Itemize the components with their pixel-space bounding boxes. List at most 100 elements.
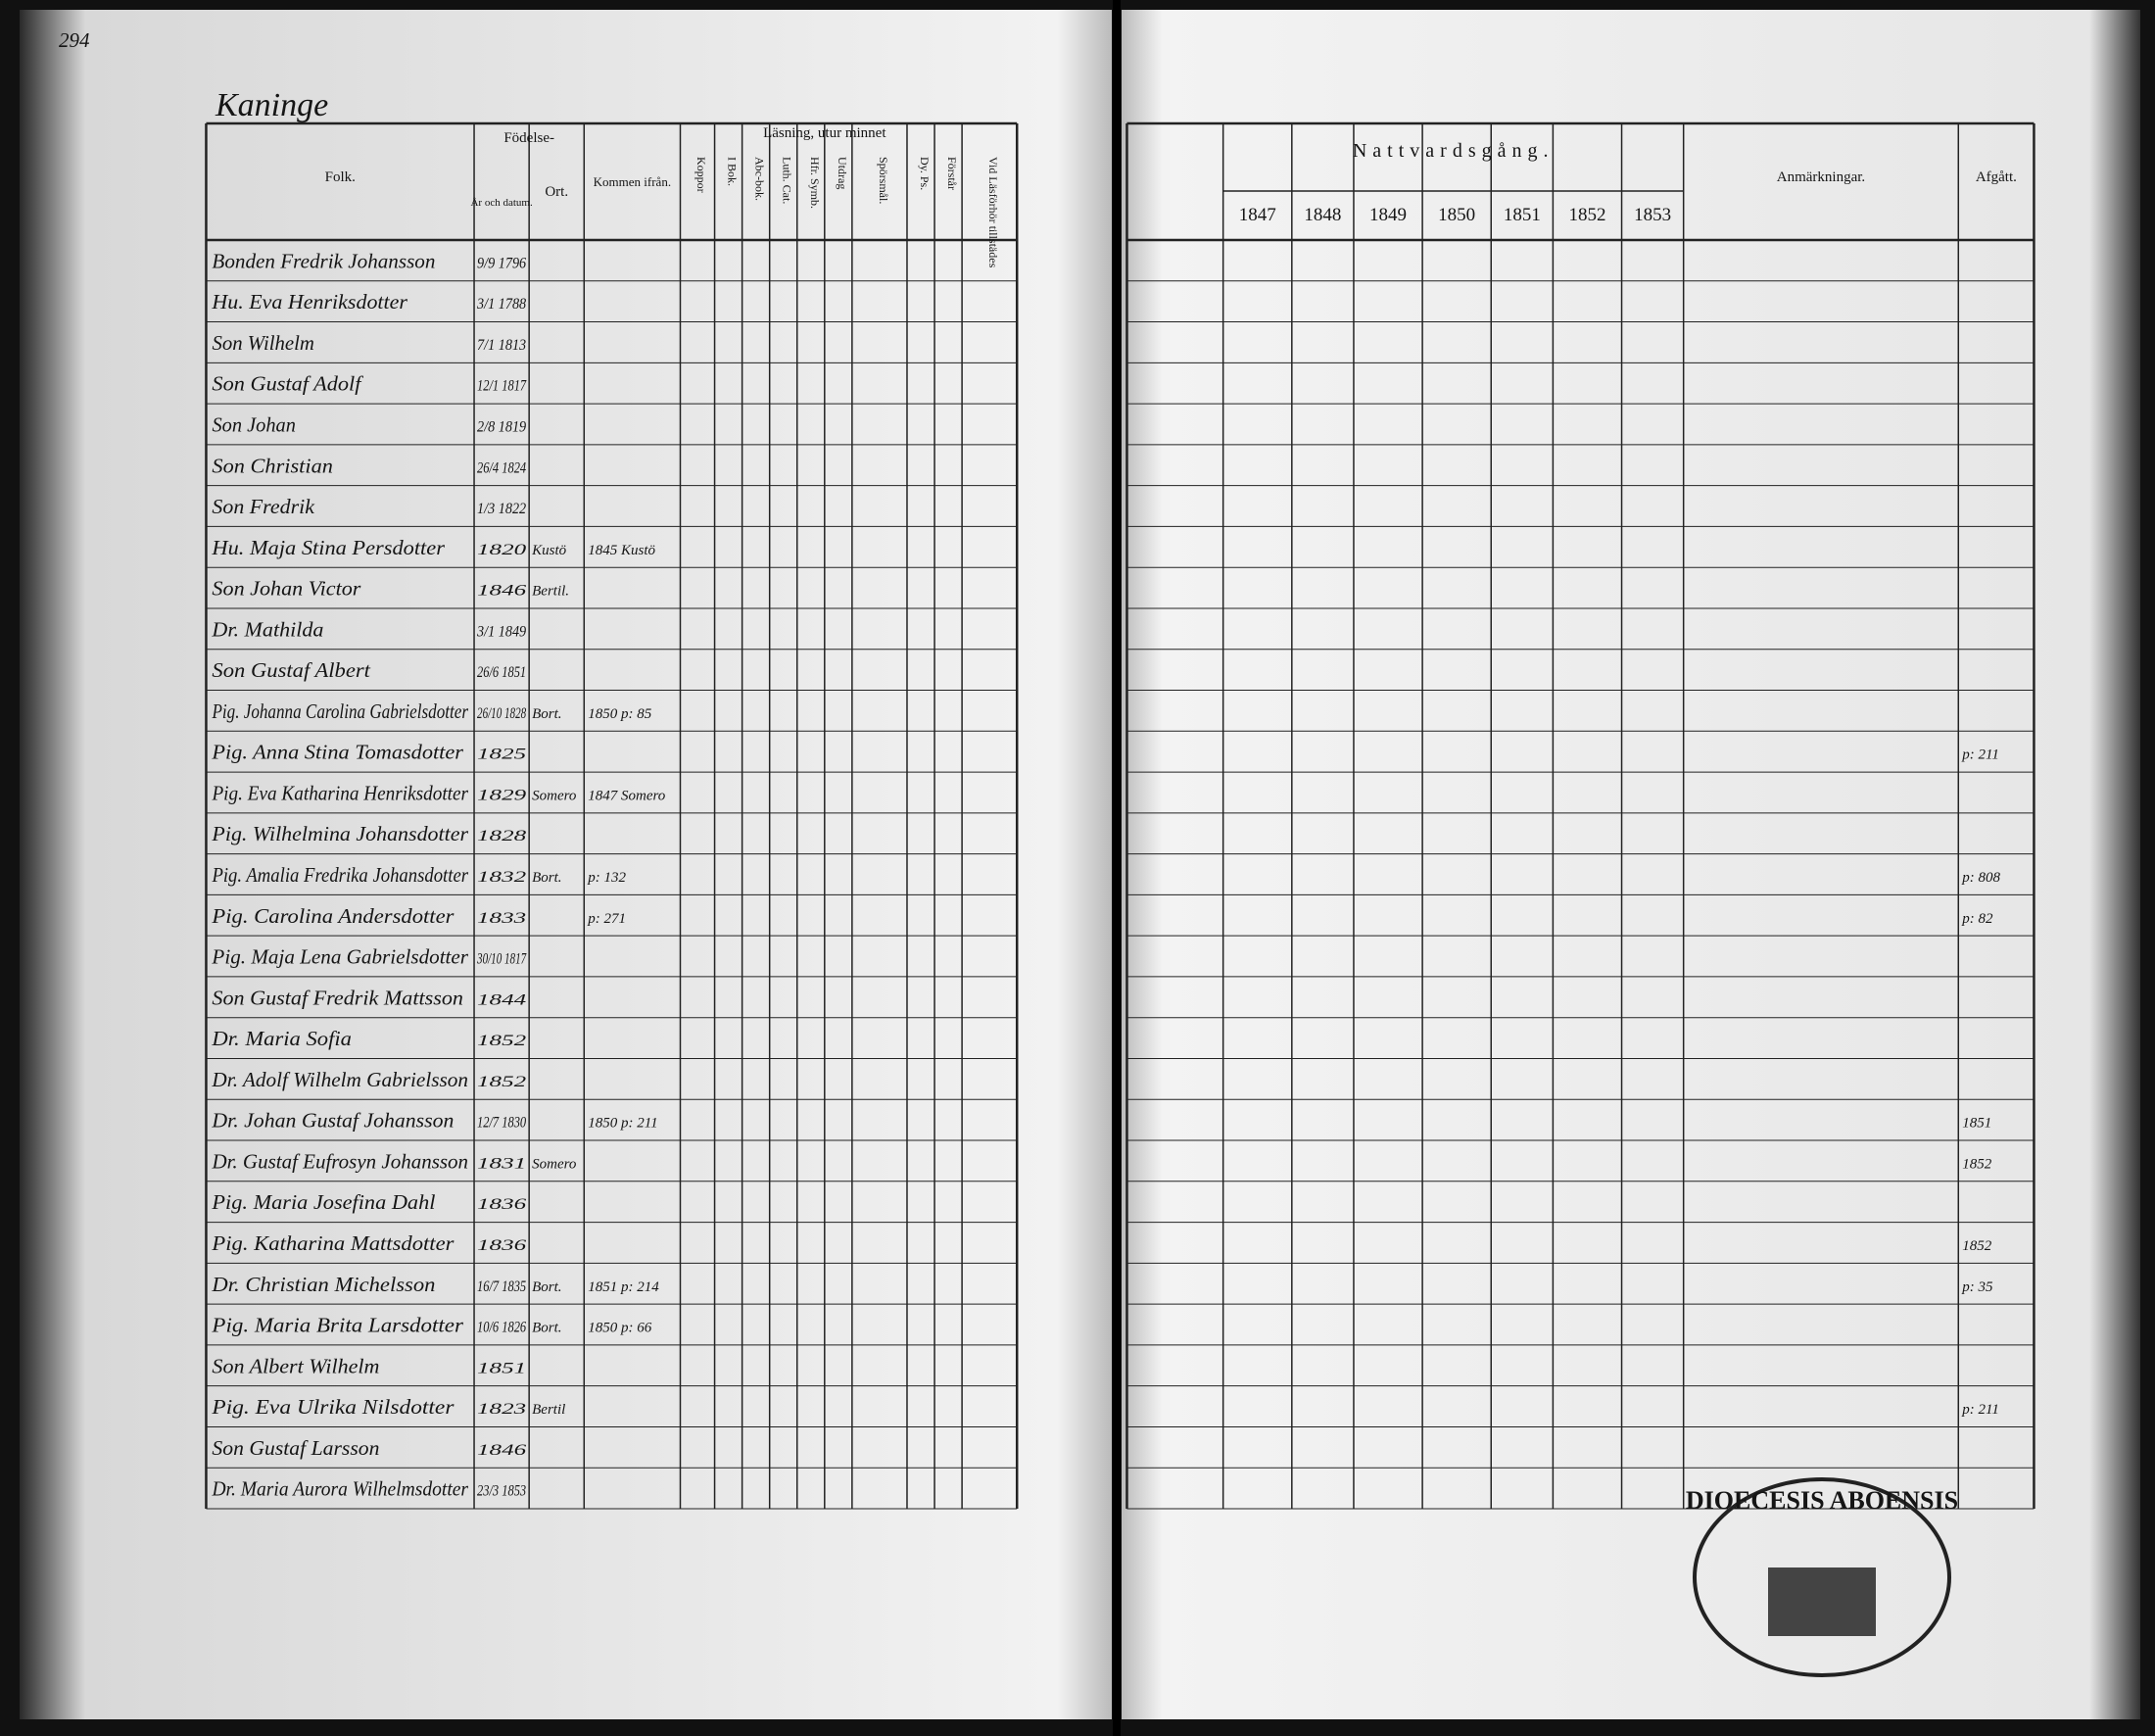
stamp: DIOECESIS ABOENSIS xyxy=(1686,1477,1958,1677)
person-name: Dr. Mathilda xyxy=(211,617,323,641)
birth-place: Bertil. xyxy=(532,584,569,600)
came-from: p: 271 xyxy=(587,911,626,927)
person-name: Son Gustaf Fredrik Mattsson xyxy=(212,986,463,1009)
departed: 1852 xyxy=(1962,1156,1992,1172)
birth-place: Somero xyxy=(532,1156,577,1172)
birth-date: 1820 xyxy=(477,542,526,558)
birth-date: 1846 xyxy=(477,1442,526,1459)
person-name: Pig. Carolina Andersdotter xyxy=(211,904,455,928)
came-from: 1847 Somero xyxy=(588,788,666,803)
birth-date: 12/1 1817 xyxy=(477,378,527,395)
person-name: Pig. Maria Josefina Dahl xyxy=(211,1190,435,1214)
birth-date: 1829 xyxy=(477,787,526,803)
birth-date: 1844 xyxy=(477,991,526,1008)
header-book: I Bok. xyxy=(726,157,740,186)
came-from: 1850 p: 211 xyxy=(588,1116,657,1132)
header-questions: Spörsmål. xyxy=(877,157,890,204)
header-symb: Hfr. Symb. xyxy=(808,157,822,209)
person-name: Dr. Johan Gustaf Johansson xyxy=(211,1109,454,1133)
year-header: 1852 xyxy=(1568,205,1605,225)
birth-date: 1/3 1822 xyxy=(477,501,526,517)
came-from: 1845 Kustö xyxy=(588,543,655,558)
birth-place: Somero xyxy=(532,788,577,803)
person-name: Pig. Maria Brita Larsdotter xyxy=(211,1314,463,1337)
header-abc: Abc-bok. xyxy=(753,157,767,201)
person-name: Dr. Adolf Wilhelm Gabrielsson xyxy=(211,1068,468,1091)
birth-date: 26/6 1851 xyxy=(477,664,526,681)
header-from: Kommen ifrån. xyxy=(594,174,671,189)
year-header: 1853 xyxy=(1634,205,1671,225)
header-departed: Afgått. xyxy=(1976,169,2017,185)
person-name: Son Wilhelm xyxy=(212,331,314,355)
birth-place: Bort. xyxy=(532,870,561,886)
stamp-building xyxy=(1768,1567,1876,1636)
person-name: Son Gustaf Larsson xyxy=(212,1436,379,1460)
birth-date: 1851 xyxy=(477,1360,526,1376)
birth-date: 1831 xyxy=(477,1155,526,1172)
gutter xyxy=(1113,0,1121,1736)
birth-date: 1832 xyxy=(477,869,526,886)
person-name: Dr. Christian Michelsson xyxy=(211,1273,435,1296)
departed: p: 211 xyxy=(1961,1402,1999,1418)
header-reading: Läsning, utur minnet xyxy=(763,125,886,141)
person-name: Dr. Maria Sofia xyxy=(211,1027,352,1050)
person-name: Pig. Wilhelmina Johansdotter xyxy=(211,822,468,845)
birth-place: Bertil xyxy=(532,1402,565,1418)
birth-date: 1836 xyxy=(477,1237,526,1254)
stamp-text: DIOECESIS ABOENSIS xyxy=(1686,1486,1958,1515)
person-name: Pig. Katharina Mattsdotter xyxy=(211,1231,455,1255)
departed: 1852 xyxy=(1962,1238,1992,1254)
birth-place: Bort. xyxy=(532,1279,561,1295)
came-from: 1850 p: 66 xyxy=(588,1321,651,1336)
birth-date: 23/3 1853 xyxy=(477,1483,526,1500)
year-header: 1849 xyxy=(1369,205,1407,225)
person-name: Dr. Gustaf Eufrosyn Johansson xyxy=(211,1149,468,1173)
departed: p: 211 xyxy=(1961,747,1999,763)
header-birth: Födelse- xyxy=(503,130,554,146)
came-from: 1850 p: 85 xyxy=(588,706,651,722)
birth-date: 3/1 1788 xyxy=(476,296,526,313)
person-name: Pig. Johanna Carolina Gabrielsdotter xyxy=(212,699,469,723)
birth-place: Bort. xyxy=(532,1321,561,1336)
header-place: Ort. xyxy=(545,184,568,200)
year-header: 1851 xyxy=(1504,205,1541,225)
person-name: Pig. Eva Ulrika Nilsdotter xyxy=(211,1395,455,1419)
birth-date: 1852 xyxy=(477,1074,526,1090)
person-name: Son Fredrik xyxy=(212,495,314,518)
birth-date: 1823 xyxy=(477,1401,526,1418)
birth-place: Bort. xyxy=(532,706,561,722)
header-name: Folk. xyxy=(325,169,356,185)
birth-place: Kustö xyxy=(531,543,567,558)
birth-date: 3/1 1849 xyxy=(476,623,526,640)
person-name: Pig. Eva Katharina Henriksdotter xyxy=(212,781,469,804)
stamp-ring xyxy=(1693,1477,1951,1677)
person-name: Pig. Amalia Fredrika Johansdotter xyxy=(212,863,469,887)
departed: p: 808 xyxy=(1961,870,2000,886)
departed: 1851 xyxy=(1962,1116,1991,1132)
person-name: Son Johan Victor xyxy=(212,577,361,601)
person-name: Hu. Maja Stina Persdotter xyxy=(211,536,445,559)
birth-date: 30/10 1817 xyxy=(476,951,526,968)
person-name: Pig. Maja Lena Gabrielsdotter xyxy=(211,945,468,969)
place-title: Kaninge xyxy=(215,87,328,123)
came-from: 1851 p: 214 xyxy=(588,1279,659,1295)
departed: p: 35 xyxy=(1961,1279,1993,1295)
header-hearing: Vid Läsförhör tillstädes xyxy=(986,157,1000,268)
header-extract: Utdrag xyxy=(836,157,849,189)
right-page xyxy=(1122,10,2140,1719)
birth-date: 10/6 1826 xyxy=(477,1320,526,1336)
person-name: Son Gustaf Adolf xyxy=(212,372,363,396)
birth-date: 7/1 1813 xyxy=(477,337,526,354)
birth-date: 1833 xyxy=(477,910,526,927)
came-from: p: 132 xyxy=(587,870,626,886)
header-pox: Koppor xyxy=(694,157,708,193)
person-name: Son Christian xyxy=(212,454,333,477)
header-luth: Luth. Cat. xyxy=(781,157,794,204)
birth-date: 1846 xyxy=(477,583,526,600)
header-psalms: Dy. Ps. xyxy=(918,157,932,190)
birth-date: 26/4 1824 xyxy=(477,459,526,476)
birth-date: 1836 xyxy=(477,1196,526,1213)
person-name: Son Gustaf Albert xyxy=(212,658,371,682)
year-header: 1847 xyxy=(1239,205,1276,225)
